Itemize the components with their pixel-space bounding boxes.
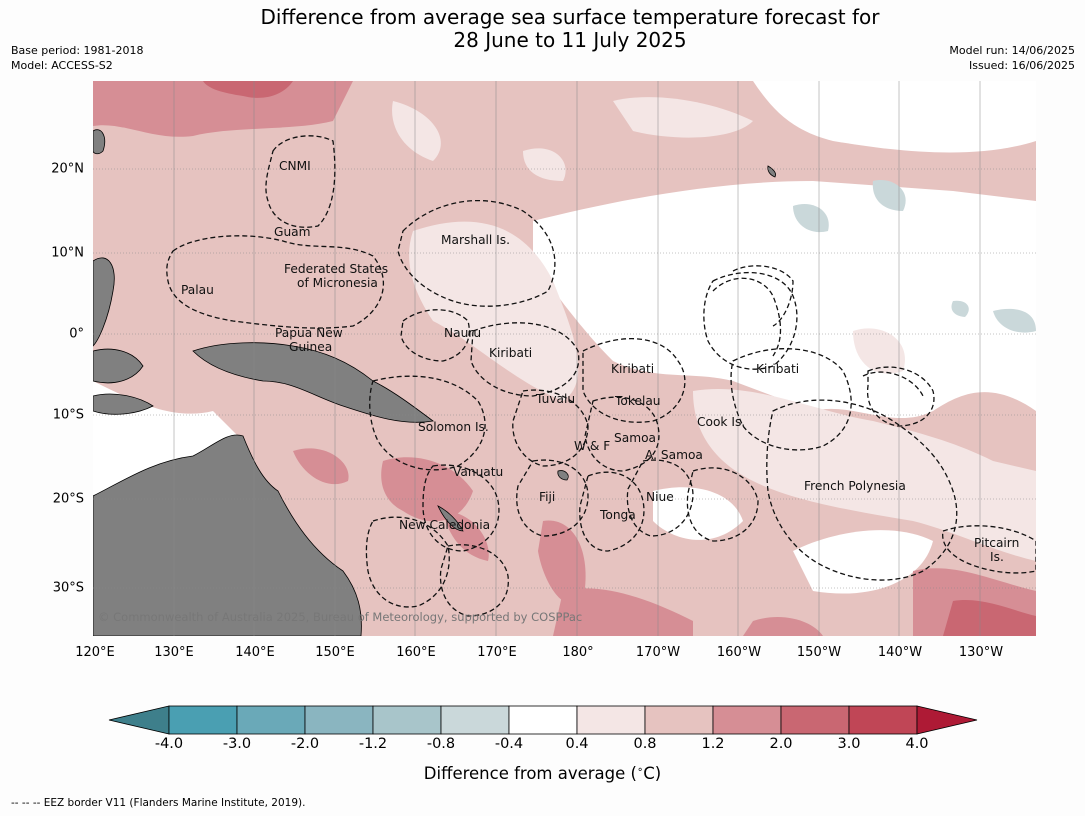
base-period: Base period: 1981-2018 — [11, 44, 144, 57]
land-masses — [93, 129, 776, 636]
fiji-landmass — [557, 470, 569, 481]
lon-label-130w: 130°W — [958, 645, 1004, 660]
lat-label-20n: 20°N — [51, 161, 84, 177]
colorbar-label: -1.2 — [358, 736, 388, 752]
colorbar-swatch — [304, 705, 374, 735]
colorbar-extend-high — [916, 705, 978, 735]
label-tonga: Tonga — [599, 508, 636, 522]
taiwan-landmass — [93, 129, 106, 155]
colorbar-label: -2.0 — [290, 736, 320, 752]
lon-label-170w: 170°W — [635, 645, 681, 660]
model-run: Model run: 14/06/2025 — [949, 44, 1075, 57]
colorbar-extend-low — [108, 705, 170, 735]
lon-label-160e: 160°E — [396, 645, 436, 660]
colorbar-label: -0.4 — [494, 736, 524, 752]
anomaly-slight-warm — [392, 97, 1036, 561]
title-line-2: 28 June to 11 July 2025 — [453, 28, 687, 52]
colorbar-label: 0.4 — [565, 736, 589, 752]
title-line-1: Difference from average sea surface temp… — [260, 5, 880, 29]
lat-label-0: 0° — [69, 326, 84, 342]
colorbar-swatch — [508, 705, 578, 735]
label-pitcairn-line2: Is. — [990, 550, 1004, 564]
label-cnmi: CNMI — [279, 159, 311, 173]
sulawesi-landmass — [93, 348, 144, 384]
lon-label-120e: 120°E — [75, 645, 115, 660]
copyright-notice: © Commonwealth of Australia 2025, Bureau… — [98, 610, 582, 624]
meta-right: Model run: 14/06/2025 Issued: 16/06/2025 — [949, 43, 1075, 73]
label-fiji: Fiji — [539, 490, 555, 504]
map-title: Difference from average sea surface temp… — [0, 6, 1085, 52]
colorbar-swatch — [780, 705, 850, 735]
graticule — [93, 81, 1036, 636]
lat-label-10s: 10°S — [52, 407, 84, 423]
sst-anomaly-map: CNMI Guam Marshall Is. Federated States … — [93, 81, 1036, 636]
anomaly-slight-cool — [793, 180, 1036, 333]
label-american-samoa: A. Samoa — [645, 448, 703, 462]
lon-label-170e: 170°E — [477, 645, 517, 660]
colorbar-label: 4.0 — [905, 736, 929, 752]
lon-label-150e: 150°E — [315, 645, 355, 660]
label-samoa: Samoa — [614, 431, 656, 445]
label-tuvalu: Tuvalu — [535, 392, 575, 406]
colorbar-swatch — [712, 705, 782, 735]
new-caledonia-landmass — [437, 505, 464, 532]
label-cook-islands: Cook Is. — [697, 415, 745, 429]
australia-landmass — [93, 434, 362, 636]
label-solomon-islands: Solomon Is. — [418, 420, 489, 434]
colorbar-label: 0.8 — [633, 736, 657, 752]
lon-label-140e: 140°E — [235, 645, 275, 660]
lon-label-160w: 160°W — [716, 645, 762, 660]
colorbar-title: Difference from average (∘C) — [423, 764, 662, 783]
eez-footnote: -- -- -- EEZ border V11 (Flanders Marine… — [11, 797, 306, 809]
lon-label-140w: 140°W — [877, 645, 923, 660]
label-fsm-line2: of Micronesia — [297, 276, 378, 290]
colorbar-label: -3.0 — [222, 736, 252, 752]
label-kiribati-east: Kiribati — [756, 362, 799, 376]
colorbar-label: 1.2 — [701, 736, 725, 752]
label-niue: Niue — [646, 490, 674, 504]
label-nauru: Nauru — [444, 326, 481, 340]
map-canvas: CNMI Guam Marshall Is. Federated States … — [93, 81, 1036, 636]
label-new-caledonia: New Caledonia — [399, 518, 490, 532]
colorbar-label: -0.8 — [426, 736, 456, 752]
colorbar-label: -4.0 — [154, 736, 184, 752]
label-png-line1: Papua New — [275, 326, 343, 340]
colorbar-swatch — [576, 705, 646, 735]
colorbar-swatch — [168, 705, 238, 735]
colorbar-label: 2.0 — [769, 736, 793, 752]
lon-label-130e: 130°E — [154, 645, 194, 660]
new-guinea-landmass — [192, 342, 434, 423]
lat-label-30s: 30°S — [52, 580, 84, 596]
label-french-polynesia: French Polynesia — [804, 479, 906, 493]
colorbar-label: 3.0 — [837, 736, 861, 752]
lat-label-20s: 20°S — [52, 491, 84, 507]
colorbar-swatch — [440, 705, 510, 735]
label-kiribati-central: Kiribati — [611, 362, 654, 376]
meta-left: Base period: 1981-2018 Model: ACCESS-S2 — [11, 43, 143, 73]
label-palau: Palau — [181, 283, 214, 297]
lon-label-180: 180° — [562, 645, 594, 660]
colorbar-swatch — [848, 705, 918, 735]
label-guam: Guam — [274, 225, 311, 239]
label-tokelau: Tokelau — [614, 394, 661, 408]
label-fsm-line1: Federated States — [284, 262, 388, 276]
colorbar-swatch — [644, 705, 714, 735]
colorbar-swatch — [236, 705, 306, 735]
label-vanuatu: Vanuatu — [453, 465, 503, 479]
islands-landmass — [93, 393, 154, 415]
model-name: Model: ACCESS-S2 — [11, 59, 113, 72]
label-marshall-islands: Marshall Is. — [441, 233, 510, 247]
eez-borders — [166, 135, 1036, 617]
lon-label-150w: 150°W — [796, 645, 842, 660]
philippines-landmass — [93, 257, 115, 347]
label-png-line2: Guinea — [289, 340, 332, 354]
colorbar-swatch — [372, 705, 442, 735]
lat-label-10n: 10°N — [51, 245, 84, 261]
label-pitcairn-line1: Pitcairn — [974, 536, 1019, 550]
label-kiribati-west: Kiribati — [489, 346, 532, 360]
anomaly-near-normal — [93, 81, 1036, 594]
label-wallis-futuna: W & F — [574, 439, 610, 453]
issued-date: Issued: 16/06/2025 — [968, 59, 1075, 72]
colorbar — [108, 705, 978, 735]
